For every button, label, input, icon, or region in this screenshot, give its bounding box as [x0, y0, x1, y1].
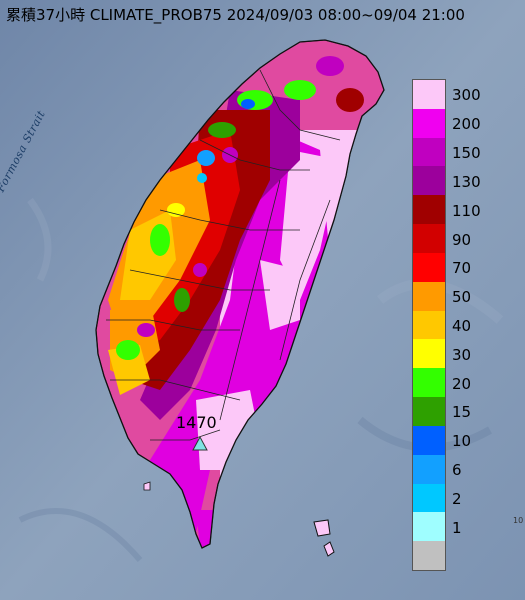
- legend-label-110: 110: [452, 201, 481, 220]
- legend-swatch-90: [413, 224, 445, 253]
- legend-swatch-6: [413, 454, 445, 484]
- legend-swatch-300: [413, 80, 445, 109]
- legend-label-70: 70: [452, 259, 472, 278]
- max-rainfall-label: 1470: [176, 413, 217, 432]
- legend-swatch-20: [413, 368, 445, 398]
- legend-swatch-1: [413, 512, 445, 542]
- triangle-marker-icon: [192, 435, 208, 451]
- legend-label-15: 15: [452, 403, 472, 422]
- legend-swatch-130: [413, 166, 445, 196]
- legend-swatch-none: [413, 541, 445, 570]
- legend-swatch-40: [413, 310, 445, 340]
- legend-swatch-70: [413, 252, 445, 282]
- legend-swatch-200: [413, 108, 445, 138]
- legend-label-20: 20: [452, 374, 472, 393]
- legend-label-40: 40: [452, 317, 472, 335]
- liuqiu-island: [143, 481, 151, 491]
- legend-label-30: 30: [452, 345, 472, 364]
- legend-label-10: 10: [452, 432, 472, 451]
- orchid-island: [323, 541, 335, 557]
- legend-label-6: 6: [452, 461, 462, 480]
- rainfall-legend: [412, 79, 446, 571]
- legend-swatch-10: [413, 425, 445, 455]
- legend-swatch-2: [413, 483, 445, 513]
- corner-note: 10: [513, 516, 524, 525]
- legend-label-1: 1: [452, 518, 462, 537]
- legend-swatch-150: [413, 137, 445, 167]
- legend-swatch-15: [413, 397, 445, 426]
- legend-label-50: 50: [452, 288, 472, 307]
- green-island: [313, 519, 331, 537]
- legend-swatch-30: [413, 339, 445, 369]
- legend-label-200: 200: [452, 115, 481, 134]
- legend-label-2: 2: [452, 489, 462, 508]
- legend-label-150: 150: [452, 144, 481, 163]
- legend-swatch-110: [413, 195, 445, 225]
- legend-label-90: 90: [452, 230, 472, 249]
- legend-label-300: 300: [452, 86, 481, 105]
- legend-swatch-50: [413, 281, 445, 311]
- map-title: 累積37小時 CLIMATE_PROB75 2024/09/03 08:00~0…: [6, 6, 465, 24]
- legend-label-130: 130: [452, 172, 481, 191]
